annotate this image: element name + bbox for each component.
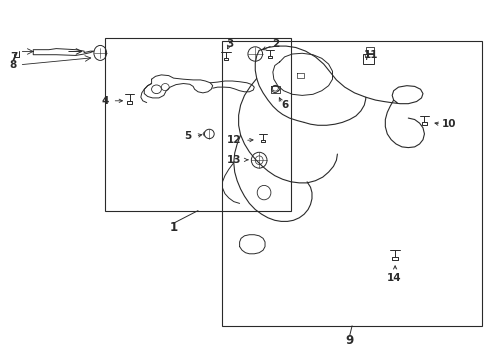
Text: 8: 8 [10,60,17,70]
Text: 7: 7 [10,51,17,62]
Text: 2: 2 [271,39,279,49]
Text: 5: 5 [184,131,191,141]
Text: 9: 9 [345,334,353,347]
Bar [222,41,481,326]
Bar [365,47,373,53]
Text: 3: 3 [225,39,233,49]
Bar [105,38,290,211]
Text: 4: 4 [101,96,108,106]
Text: 1: 1 [169,221,177,234]
Text: 10: 10 [441,119,456,129]
Text: 12: 12 [226,135,241,145]
Text: 6: 6 [281,100,288,110]
Text: 14: 14 [386,273,401,283]
Text: 13: 13 [226,155,241,165]
Text: 11: 11 [364,50,378,60]
Bar [362,54,373,64]
